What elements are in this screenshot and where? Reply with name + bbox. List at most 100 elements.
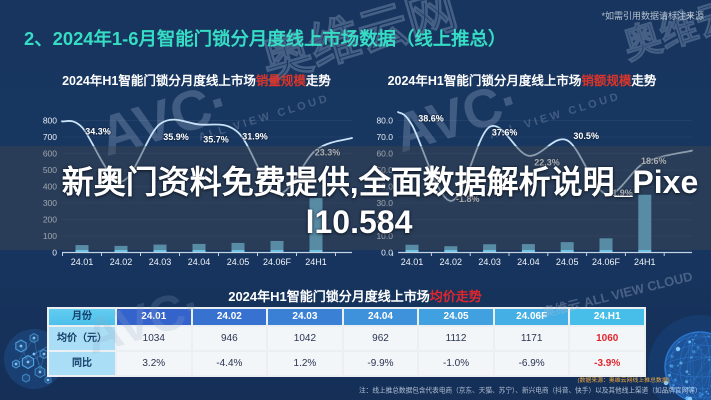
yoy-label: 37.6% (492, 128, 518, 138)
table-cell: 1042 (268, 327, 342, 350)
left-chart-title-prefix: 2024年H1智能门锁分月度线上市场 (62, 74, 256, 88)
table-header-24.02: 24.02 (192, 309, 267, 325)
table-row-label-0: 均价（元） (49, 327, 115, 350)
table-cell: -6.9% (494, 352, 569, 375)
x-tick-label: 24.02 (440, 257, 463, 267)
x-tick-label: 24.06F (263, 257, 292, 267)
yoy-line (61, 118, 353, 195)
page-title: 2、2024年1-6月智能门锁分月度线上市场数据（线上推总） (24, 28, 507, 49)
x-tick-label: 24.02 (110, 257, 133, 267)
table-header-24.03: 24.03 (268, 309, 342, 325)
y-tick-label: 80.0 (376, 116, 393, 126)
y-tick-label: 60.0 (376, 149, 393, 159)
left-chart: 800 700 600 500 400 300 200 100 0 24.01 24.02 24.03… (43, 116, 353, 267)
x-tick-label: 24.04 (517, 257, 540, 267)
bar-24.02 (114, 245, 128, 253)
data-source-note: (数据来源：奥维云网线上推总数据) (577, 377, 670, 384)
y-tick-label: 600 (43, 149, 57, 159)
yoy-label: 1.9% (612, 188, 633, 198)
overlay-text-line1: 新奥门资料免费提供,全面数据解析说明_Pixe (61, 164, 699, 200)
table-header-24.01: 24.01 (117, 309, 191, 325)
table-cell: -1.0% (419, 352, 493, 375)
y-tick-label: 300 (43, 198, 57, 208)
bar-24H1 (638, 194, 652, 253)
table-cell: -4.4% (192, 352, 267, 375)
yoy-label: 35.7% (203, 134, 229, 144)
methodology-note: 注：线上推总数据包含代表电商（京东、天猫、苏宁）、新兴电商（抖音、快手）以及其他… (358, 387, 701, 395)
bar-24.05 (231, 242, 245, 253)
left-chart-title-highlight: 销量规模 (255, 74, 306, 88)
y-tick-label: 30.0 (376, 198, 393, 208)
left-chart-title-suffix: 走势 (305, 74, 331, 88)
bar-24.01 (75, 245, 89, 253)
right-chart-title: 2024年H1智能门锁分月度线上市场销额规模走势 (382, 70, 662, 89)
table-header-24.05: 24.05 (419, 309, 493, 325)
citation-note: *如需引用数据请标注来源 (601, 11, 704, 21)
y-tick-label: 800 (43, 116, 57, 126)
table-title-prefix: 2024年H1智能门锁分月度线上市场 (228, 289, 430, 304)
bar-24.02 (444, 246, 458, 253)
y-tick-label: 400 (43, 182, 57, 192)
table-title: 2024年H1智能门锁分月度线上市场均价走势 (180, 286, 530, 305)
bar-24.05 (560, 242, 574, 253)
bar-24.03 (483, 244, 497, 253)
table-cell: 1034 (117, 327, 191, 350)
y-tick-label: 500 (43, 165, 57, 175)
yoy-label: 23.3% (315, 148, 341, 158)
table-row-label-1: 同比 (49, 352, 115, 375)
y-tick-label: 10.0 (376, 231, 393, 241)
table-header-24.H1: 24.H1 (570, 309, 644, 325)
right-chart-title-suffix: 走势 (631, 74, 657, 88)
y-tick-label: 40.0 (376, 182, 393, 192)
x-tick-label: 24.05 (227, 257, 250, 267)
bar-24.06F (270, 240, 284, 253)
y-tick-label: 20.0 (376, 215, 393, 225)
yoy-label: 38.6% (418, 114, 444, 124)
left-chart-title: 2024年H1智能门锁分月度线上市场销量规模走势 (36, 70, 357, 89)
right-chart-title-highlight: 销额规模 (581, 74, 632, 88)
yoy-label: 31.9% (242, 131, 268, 141)
table-header-24.06F: 24.06F (494, 309, 569, 325)
yoy-label: 30.5% (573, 131, 599, 141)
table-title-highlight: 均价走势 (429, 289, 482, 304)
overlay-watermark-text: 新奥门资料免费提供,全面数据解析说明_Pixe l10.584 (55, 162, 705, 242)
right-chart: 80.0 70.0 60.0 50.0 40.0 30.0 20.0 10.0 0.0 24.01… (376, 111, 693, 267)
table-cell: 946 (192, 327, 267, 350)
y-tick-label: 200 (43, 215, 57, 225)
table-cell: 3.2% (117, 352, 191, 375)
bar-24.06F (599, 238, 613, 253)
bar-24.01 (405, 244, 419, 253)
x-tick-label: 24H1 (305, 257, 327, 267)
y-tick-label: 0.0 (381, 248, 393, 258)
table-cell: 1171 (494, 327, 569, 350)
yoy-label: 34.3% (85, 126, 111, 136)
average-price-table: 月份 24.01 24.02 24.03 24.04 24.05 24.06F 24.H1 均价… (47, 307, 646, 377)
table-cell: 1.2% (268, 352, 342, 375)
right-chart-title-prefix: 2024年H1智能门锁分月度线上市场 (387, 74, 582, 88)
yoy-line (397, 111, 693, 202)
x-tick-label: 24.05 (556, 257, 579, 267)
bar-24.04 (521, 244, 535, 253)
overlay-text-line2: l10.584 (305, 204, 413, 240)
x-tick-label: 24.03 (478, 257, 501, 267)
table-cell: 1060 (570, 327, 644, 350)
table-cell: -9.9% (343, 352, 418, 375)
x-tick-label: 24.01 (401, 257, 424, 267)
x-tick-label: 24.03 (149, 257, 172, 267)
table-cell: 1112 (419, 327, 493, 350)
yoy-label: 22.3% (534, 157, 560, 167)
y-tick-label: 70.0 (376, 132, 393, 142)
bar-24.03 (153, 244, 167, 253)
x-tick-label: 24.04 (188, 257, 211, 267)
table-cell: -3.9% (570, 352, 644, 375)
yoy-label: 18.6% (641, 156, 667, 166)
y-tick-label: 100 (43, 231, 57, 241)
yoy-label: 35.9% (163, 132, 189, 142)
y-tick-label: 700 (43, 132, 57, 142)
y-tick-label: 50.0 (376, 165, 393, 175)
x-tick-label: 24.01 (71, 257, 94, 267)
x-tick-label: 24.06F (592, 257, 621, 267)
table-header-24.04: 24.04 (343, 309, 418, 325)
